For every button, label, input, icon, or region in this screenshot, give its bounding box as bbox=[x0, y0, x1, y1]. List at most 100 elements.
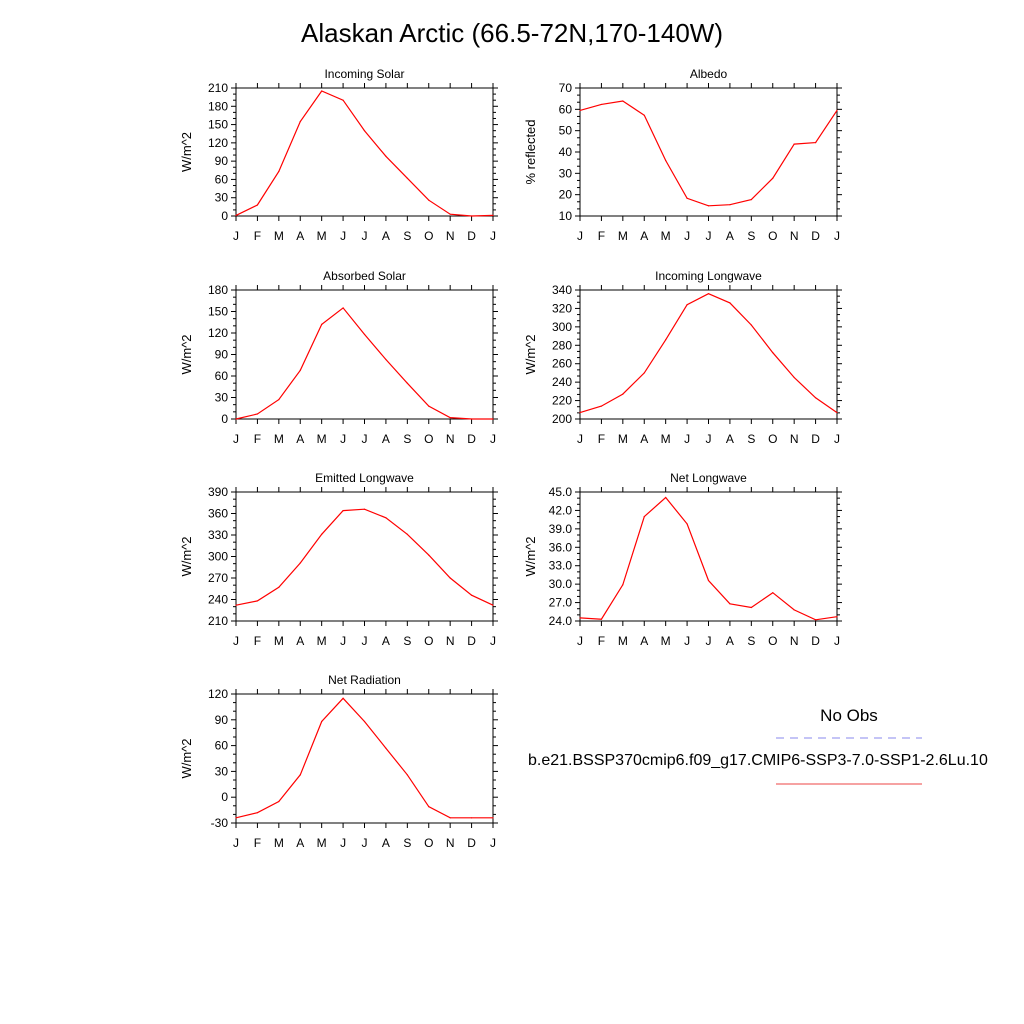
x-tick-label: S bbox=[747, 634, 755, 648]
net-longwave-point bbox=[793, 609, 795, 611]
y-tick-label: 300 bbox=[208, 550, 228, 564]
emitted-longwave-point bbox=[470, 594, 473, 596]
incoming-solar-point bbox=[278, 170, 280, 173]
x-tick-label: F bbox=[254, 229, 261, 243]
incoming-solar-point bbox=[385, 155, 387, 157]
absorbed-solar-point bbox=[363, 333, 366, 336]
x-tick-label: A bbox=[640, 634, 648, 648]
emitted-longwave-point bbox=[406, 533, 408, 535]
net-radiation-point bbox=[342, 697, 344, 699]
x-tick-label: M bbox=[661, 432, 671, 446]
albedo-series-line bbox=[579, 100, 838, 207]
emitted-longwave-point bbox=[363, 508, 366, 510]
x-tick-label: D bbox=[811, 432, 820, 446]
x-tick-label: O bbox=[768, 634, 777, 648]
x-tick-label: J bbox=[233, 836, 239, 850]
x-tick-label: N bbox=[790, 432, 799, 446]
emitted-longwave-point bbox=[299, 562, 301, 564]
emitted-longwave-ylabel: W/m^2 bbox=[179, 536, 194, 576]
x-tick-label: J bbox=[706, 229, 712, 243]
incoming-solar-point bbox=[299, 120, 301, 123]
x-tick-label: S bbox=[747, 432, 755, 446]
x-tick-label: O bbox=[768, 229, 777, 243]
x-tick-label: J bbox=[362, 229, 368, 243]
x-tick-label: J bbox=[684, 634, 690, 648]
x-tick-label: O bbox=[424, 229, 433, 243]
net-longwave-point bbox=[814, 619, 817, 621]
albedo-point bbox=[836, 109, 838, 111]
x-tick-label: D bbox=[467, 836, 476, 850]
x-tick-label: J bbox=[233, 229, 239, 243]
x-tick-label: N bbox=[790, 634, 799, 648]
x-tick-label: D bbox=[811, 634, 820, 648]
incoming-solar-series-line bbox=[235, 90, 494, 217]
absorbed-solar-point bbox=[449, 416, 451, 419]
net-longwave-point bbox=[579, 617, 581, 619]
y-tick-label: 24.0 bbox=[549, 614, 573, 628]
x-tick-label: M bbox=[274, 229, 284, 243]
albedo-point bbox=[750, 198, 752, 201]
albedo-point bbox=[772, 177, 774, 179]
emitted-longwave-point bbox=[321, 533, 323, 535]
x-tick-label: J bbox=[684, 229, 690, 243]
absorbed-solar-point bbox=[299, 369, 301, 371]
net-radiation-point bbox=[321, 720, 323, 723]
y-tick-label: 260 bbox=[552, 357, 572, 371]
x-tick-label: F bbox=[598, 229, 605, 243]
incoming-longwave-point bbox=[707, 293, 710, 295]
net-longwave-point bbox=[665, 496, 667, 499]
x-tick-label: O bbox=[768, 432, 777, 446]
y-tick-label: 0 bbox=[221, 412, 228, 426]
y-tick-label: 0 bbox=[221, 790, 228, 804]
emitted-longwave-point bbox=[342, 510, 344, 512]
x-tick-label: A bbox=[296, 432, 304, 446]
incoming-longwave-point bbox=[729, 302, 731, 304]
x-tick-label: A bbox=[296, 634, 304, 648]
x-tick-label: M bbox=[618, 634, 628, 648]
x-tick-label: M bbox=[274, 634, 284, 648]
y-tick-label: 150 bbox=[208, 305, 228, 319]
x-tick-label: F bbox=[254, 432, 261, 446]
incoming-longwave-point bbox=[836, 411, 838, 414]
x-tick-label: M bbox=[661, 229, 671, 243]
y-tick-label: 10 bbox=[559, 209, 573, 223]
y-tick-label: 0 bbox=[221, 209, 228, 223]
absorbed-solar-point bbox=[342, 307, 344, 309]
figure-title: Alaskan Arctic (66.5-72N,170-140W) bbox=[301, 18, 723, 48]
absorbed-solar-point bbox=[321, 323, 323, 325]
net-longwave-title: Net Longwave bbox=[670, 471, 747, 485]
albedo-point bbox=[665, 159, 667, 162]
legend-model-label: b.e21.BSSP370cmip6.f09_g17.CMIP6-SSP3-7.… bbox=[528, 752, 988, 769]
emitted-longwave-point bbox=[256, 600, 259, 602]
x-tick-label: M bbox=[317, 634, 327, 648]
albedo-point bbox=[793, 143, 795, 145]
incoming-longwave-series-line bbox=[579, 293, 838, 414]
incoming-solar-frame bbox=[235, 87, 494, 217]
incoming-solar-point bbox=[406, 177, 408, 179]
net-longwave-point bbox=[600, 618, 603, 620]
x-tick-label: D bbox=[467, 432, 476, 446]
net-longwave-series-line bbox=[579, 496, 838, 621]
x-tick-label: N bbox=[790, 229, 799, 243]
albedo-title: Albedo bbox=[690, 67, 728, 81]
x-tick-label: D bbox=[467, 634, 476, 648]
x-tick-label: F bbox=[598, 634, 605, 648]
incoming-solar-title: Incoming Solar bbox=[324, 67, 404, 81]
absorbed-solar-frame bbox=[235, 289, 494, 420]
incoming-solar-point bbox=[492, 214, 494, 216]
y-tick-label: 20 bbox=[559, 188, 573, 202]
x-tick-label: M bbox=[317, 229, 327, 243]
y-tick-label: 150 bbox=[208, 118, 228, 132]
y-tick-label: 60 bbox=[559, 102, 573, 116]
net-radiation-point bbox=[470, 817, 473, 819]
absorbed-solar-ylabel: W/m^2 bbox=[179, 334, 194, 374]
emitted-longwave-point bbox=[428, 554, 430, 556]
y-tick-label: 45.0 bbox=[549, 485, 573, 499]
y-tick-label: 30 bbox=[215, 191, 229, 205]
x-tick-label: N bbox=[446, 229, 455, 243]
net-radiation-point bbox=[492, 817, 494, 819]
absorbed-solar-point bbox=[235, 418, 237, 420]
albedo-point bbox=[600, 103, 603, 106]
x-tick-label: S bbox=[403, 836, 411, 850]
